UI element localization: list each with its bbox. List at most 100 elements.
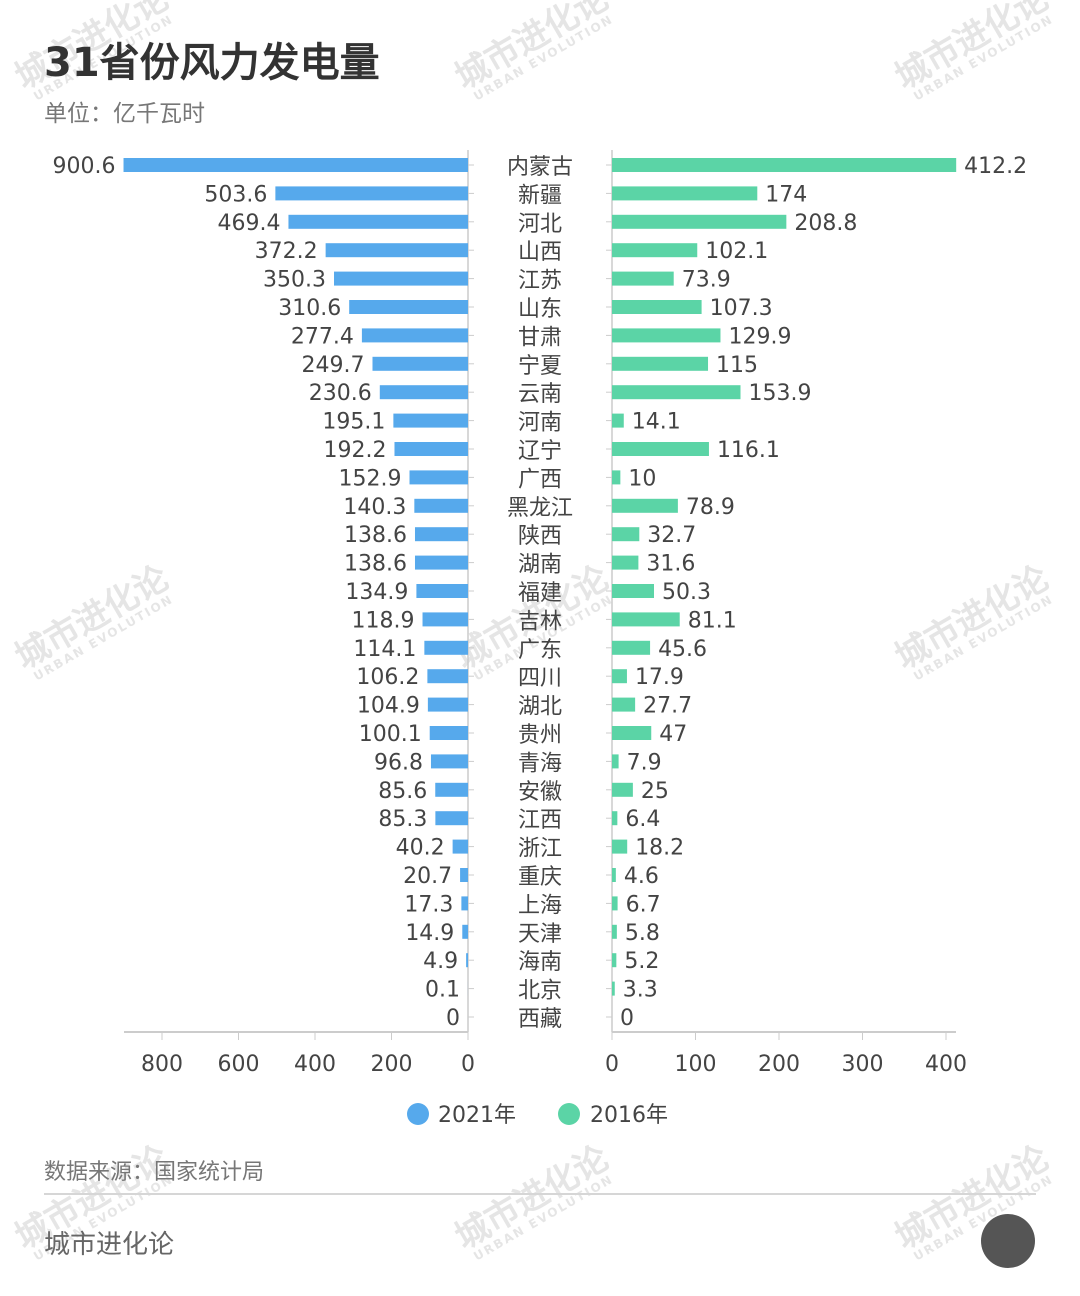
data-label-2021: 503.6: [204, 182, 267, 207]
bar-2016: [612, 981, 615, 996]
bar-2016: [612, 555, 639, 570]
category-label: 浙江: [518, 837, 562, 862]
chart-unit: 单位：亿千瓦时: [44, 101, 205, 127]
bar-2021: [325, 243, 468, 258]
bar-2016: [612, 640, 651, 655]
data-label-2016: 153.9: [749, 381, 812, 406]
data-label-2021: 469.4: [217, 211, 280, 236]
category-label: 甘肃: [518, 325, 562, 350]
data-label-2021: 140.3: [343, 495, 406, 520]
data-label-2021: 192.2: [323, 438, 386, 463]
data-label-2021: 100.1: [359, 722, 422, 747]
bar-2021: [435, 782, 468, 797]
bar-2021: [334, 271, 468, 286]
bar-2021: [416, 584, 468, 598]
category-label: 青海: [518, 751, 562, 776]
data-label-2021: 138.6: [344, 552, 407, 577]
bar-2021: [409, 470, 468, 485]
bar-2016: [612, 300, 702, 314]
category-label: 江西: [518, 808, 562, 833]
data-label-2016: 18.2: [635, 836, 684, 861]
bar-2016: [612, 527, 640, 542]
bar-2021: [435, 811, 468, 826]
bar-2021: [424, 640, 468, 655]
data-label-2021: 0: [446, 1006, 460, 1031]
brand-logo: [981, 1214, 1035, 1268]
category-label: 重庆: [518, 865, 562, 890]
data-label-2016: 0: [620, 1006, 634, 1031]
category-label: 广西: [518, 467, 562, 492]
bar-2021: [430, 754, 468, 769]
category-label: 宁夏: [518, 354, 562, 379]
bar-2021: [461, 896, 468, 911]
bar-2016: [612, 924, 617, 939]
data-label-2016: 17.9: [635, 665, 684, 690]
brand-name: 城市进化论: [44, 1230, 175, 1260]
category-label: 贵州: [518, 723, 562, 748]
data-label-2016: 25: [641, 779, 669, 804]
bar-2016: [612, 584, 655, 598]
category-label: 吉林: [518, 609, 562, 634]
bar-2021: [275, 186, 468, 201]
data-label-2021: 85.3: [378, 807, 427, 832]
data-label-2021: 96.8: [374, 750, 423, 775]
bar-2021: [361, 328, 468, 343]
data-label-2016: 116.1: [717, 438, 780, 463]
category-label: 新疆: [518, 183, 562, 208]
bar-2016: [612, 782, 633, 797]
legend-label-2021: 2021年: [438, 1103, 516, 1128]
x-tick-label: 400: [294, 1052, 336, 1077]
data-label-2021: 249.7: [302, 353, 365, 378]
bar-2016: [612, 271, 674, 286]
chart-title: 31省份风力发电量: [44, 40, 380, 86]
category-label: 江苏: [518, 269, 562, 294]
data-label-2016: 45.6: [658, 637, 707, 662]
data-label-2021: 310.6: [278, 296, 341, 321]
data-label-2016: 3.3: [623, 978, 658, 1003]
bar-2016: [612, 697, 636, 712]
legend-marker-2021: [407, 1103, 429, 1125]
data-label-2021: 152.9: [339, 466, 402, 491]
bar-2016: [612, 498, 678, 513]
data-label-2016: 4.6: [624, 864, 659, 889]
category-label: 四川: [518, 666, 562, 691]
data-label-2016: 129.9: [728, 324, 791, 349]
data-label-2016: 27.7: [643, 694, 692, 719]
bar-2021: [394, 442, 468, 456]
category-label: 黑龙江: [507, 496, 573, 521]
bar-2021: [414, 527, 468, 542]
x-tick-label: 200: [371, 1052, 413, 1077]
bar-2021: [452, 839, 468, 854]
data-label-2021: 0.1: [425, 978, 460, 1003]
x-tick-label: 800: [141, 1052, 183, 1077]
bar-2016: [612, 953, 617, 968]
data-label-2021: 195.1: [322, 410, 385, 435]
category-label: 河南: [518, 411, 562, 436]
category-label: 上海: [518, 893, 562, 918]
data-label-2016: 174: [765, 182, 807, 207]
data-label-2021: 372.2: [255, 239, 318, 264]
bar-2021: [372, 356, 468, 371]
bar-2016: [612, 839, 628, 854]
data-label-2021: 138.6: [344, 523, 407, 548]
divider: [44, 1193, 1036, 1195]
bar-2016: [612, 811, 618, 826]
data-label-2021: 106.2: [356, 665, 419, 690]
data-label-2016: 10: [628, 466, 656, 491]
category-label: 内蒙古: [507, 155, 573, 180]
bar-2021: [379, 385, 468, 400]
bar-2016: [612, 356, 709, 371]
bar-2016: [612, 328, 721, 343]
data-label-2021: 277.4: [291, 324, 354, 349]
data-label-2016: 7.9: [627, 750, 662, 775]
data-label-2016: 14.1: [632, 410, 681, 435]
data-label-2016: 50.3: [662, 580, 711, 605]
legend-label-2016: 2016年: [590, 1103, 668, 1128]
data-label-2016: 102.1: [705, 239, 768, 264]
bar-2016: [612, 726, 652, 740]
category-label: 安徽: [518, 780, 562, 805]
bar-2021: [466, 953, 468, 968]
bar-2016: [612, 243, 698, 258]
x-tick-label: 0: [605, 1052, 619, 1077]
bar-2016: [612, 186, 758, 201]
